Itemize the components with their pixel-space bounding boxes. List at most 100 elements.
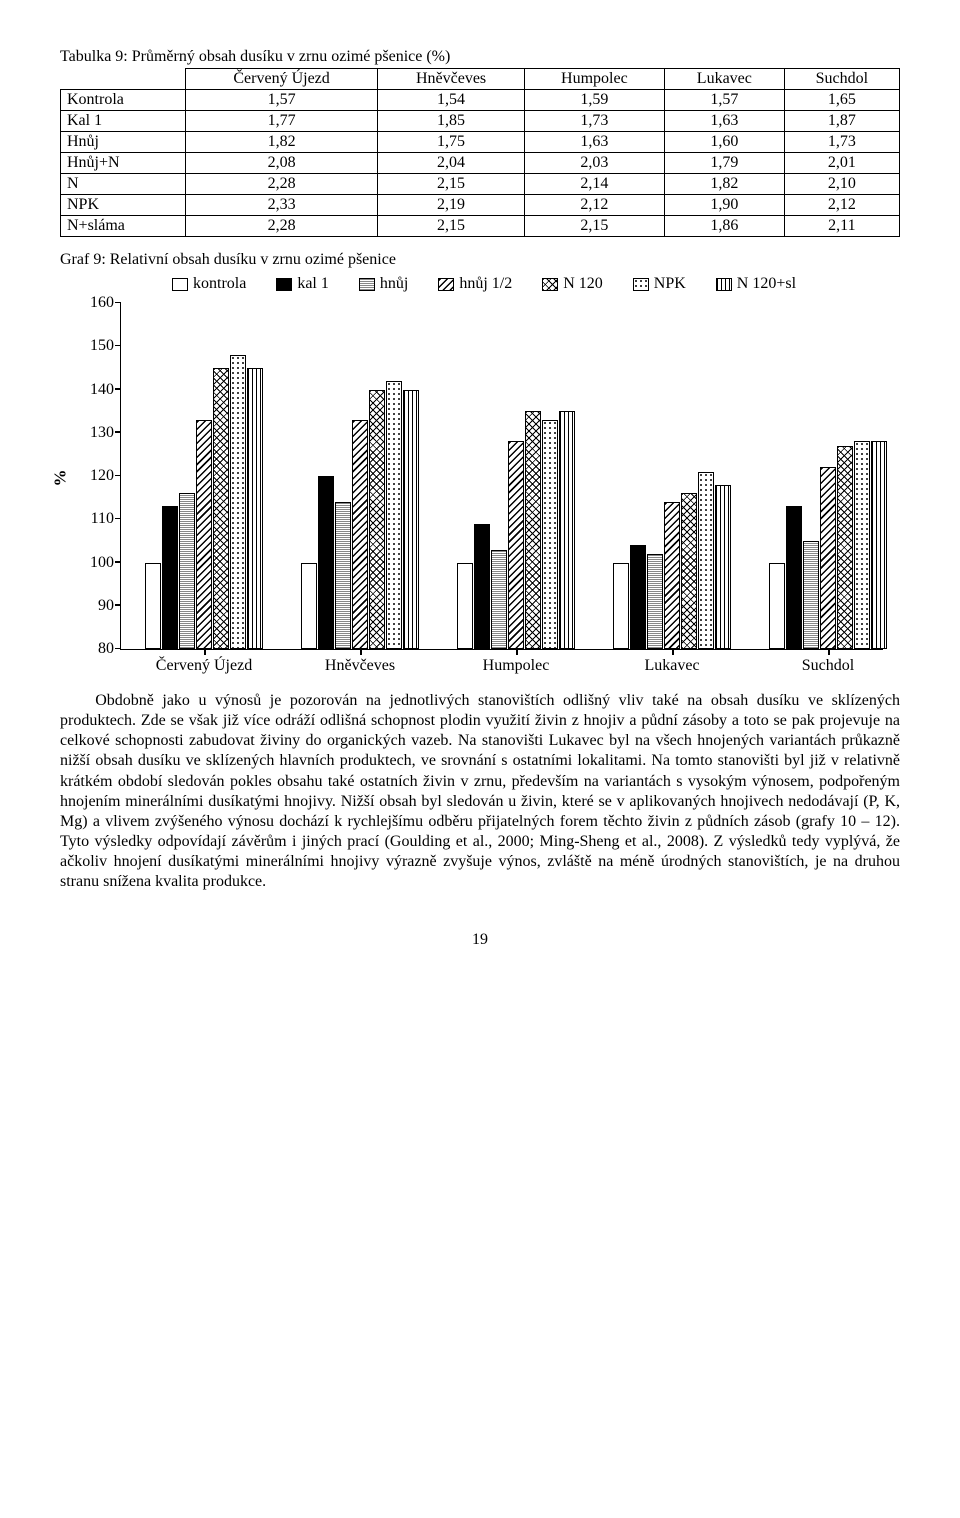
legend-swatch [359, 278, 375, 291]
table-header [61, 69, 186, 90]
x-tick-label: Lukavec [644, 657, 699, 675]
bar [386, 381, 402, 649]
table-cell: 1,59 [524, 90, 664, 111]
legend-swatch [542, 278, 558, 291]
table-row: N+sláma2,282,152,151,862,11 [61, 216, 900, 237]
table-cell: 1,87 [784, 111, 899, 132]
legend-label: kal 1 [297, 275, 329, 293]
bar [854, 441, 870, 649]
bar [247, 368, 263, 649]
table-cell: 2,04 [378, 153, 524, 174]
bar-chart: % kontrolakal 1hnůjhnůj 1/2N 120NPKN 120… [60, 273, 886, 683]
bar [613, 563, 629, 650]
bar [681, 493, 697, 649]
table-cell: 2,15 [378, 216, 524, 237]
table-cell: 1,77 [185, 111, 378, 132]
table-cell: 1,57 [185, 90, 378, 111]
y-axis-label: % [51, 470, 71, 487]
row-label: Kontrola [61, 90, 186, 111]
table-header: Suchdol [784, 69, 899, 90]
bar [542, 420, 558, 649]
table-cell: 2,12 [784, 195, 899, 216]
chart-plot-area: Červený ÚjezdHněvčevesHumpolecLukavecSuc… [120, 303, 883, 650]
legend-label: kontrola [193, 275, 246, 293]
legend-label: NPK [654, 275, 686, 293]
legend-item: kontrola [172, 275, 246, 293]
table-cell: 1,65 [784, 90, 899, 111]
bar [647, 554, 663, 649]
bar [162, 506, 178, 649]
bar [369, 390, 385, 650]
chart-legend: kontrolakal 1hnůjhnůj 1/2N 120NPKN 120+s… [172, 275, 796, 293]
table-cell: 2,03 [524, 153, 664, 174]
table-cell: 1,63 [664, 111, 784, 132]
legend-label: hnůj 1/2 [459, 275, 512, 293]
table-cell: 2,28 [185, 216, 378, 237]
bar [196, 420, 212, 649]
legend-label: N 120+sl [737, 275, 796, 293]
legend-item: kal 1 [276, 275, 329, 293]
legend-item: N 120+sl [716, 275, 796, 293]
bar [715, 485, 731, 649]
table-cell: 1,82 [185, 132, 378, 153]
bar [318, 476, 334, 649]
legend-item: hnůj 1/2 [438, 275, 512, 293]
table-cell: 2,10 [784, 174, 899, 195]
table-cell: 1,79 [664, 153, 784, 174]
table-cell: 2,33 [185, 195, 378, 216]
legend-swatch [633, 278, 649, 291]
y-tick-label: 120 [74, 467, 114, 485]
bar [871, 441, 887, 649]
table-cell: 2,28 [185, 174, 378, 195]
y-tick-label: 80 [74, 640, 114, 658]
bar [525, 411, 541, 649]
table-row: Kal 11,771,851,731,631,87 [61, 111, 900, 132]
table-cell: 2,14 [524, 174, 664, 195]
row-label: Kal 1 [61, 111, 186, 132]
table-cell: 2,15 [378, 174, 524, 195]
bar [457, 563, 473, 650]
legend-swatch [716, 278, 732, 291]
table-cell: 2,01 [784, 153, 899, 174]
legend-swatch [438, 278, 454, 291]
y-tick-label: 150 [74, 337, 114, 355]
row-label: N+sláma [61, 216, 186, 237]
table-cell: 2,15 [524, 216, 664, 237]
legend-label: hnůj [380, 275, 408, 293]
bar [179, 493, 195, 649]
y-tick-label: 160 [74, 294, 114, 312]
y-tick-label: 140 [74, 381, 114, 399]
table-header: Červený Újezd [185, 69, 378, 90]
bar [145, 563, 161, 650]
chart-title: Graf 9: Relativní obsah dusíku v zrnu oz… [60, 251, 900, 269]
table-cell: 2,19 [378, 195, 524, 216]
bar [474, 524, 490, 649]
row-label: NPK [61, 195, 186, 216]
bar [769, 563, 785, 650]
data-table: Červený ÚjezdHněvčevesHumpolecLukavecSuc… [60, 68, 900, 237]
table-row: Hnůj1,821,751,631,601,73 [61, 132, 900, 153]
y-tick-label: 110 [74, 510, 114, 528]
table-row: Kontrola1,571,541,591,571,65 [61, 90, 900, 111]
table-header: Humpolec [524, 69, 664, 90]
table-cell: 1,60 [664, 132, 784, 153]
bar [491, 550, 507, 649]
table-cell: 1,86 [664, 216, 784, 237]
bar [352, 420, 368, 649]
table-cell: 1,75 [378, 132, 524, 153]
table-cell: 1,73 [524, 111, 664, 132]
bar [508, 441, 524, 649]
table-title: Tabulka 9: Průměrný obsah dusíku v zrnu … [60, 48, 900, 66]
table-row: N2,282,152,141,822,10 [61, 174, 900, 195]
legend-item: NPK [633, 275, 686, 293]
row-label: Hnůj+N [61, 153, 186, 174]
bar [786, 506, 802, 649]
x-tick-label: Suchdol [802, 657, 854, 675]
bar [403, 390, 419, 650]
table-cell: 2,08 [185, 153, 378, 174]
bar [559, 411, 575, 649]
row-label: N [61, 174, 186, 195]
legend-swatch [172, 278, 188, 291]
table-row: Hnůj+N2,082,042,031,792,01 [61, 153, 900, 174]
legend-swatch [276, 278, 292, 291]
